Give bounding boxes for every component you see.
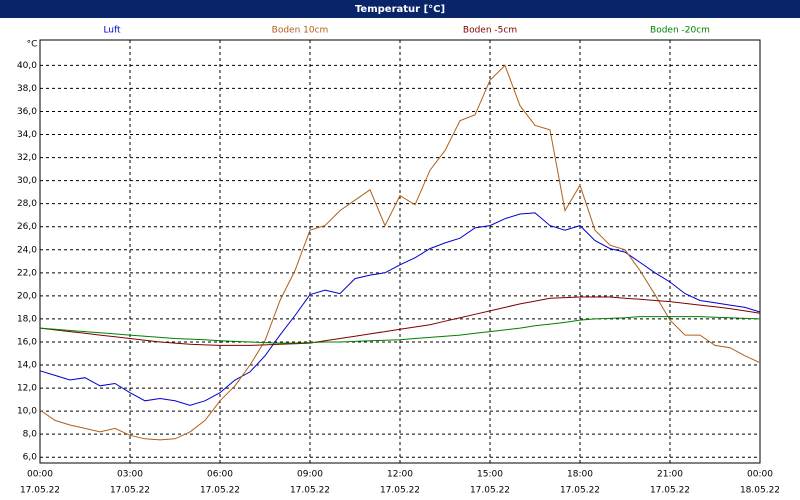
x-tick-date: 17.05.22 <box>200 486 240 496</box>
y-tick-label: 40,0 <box>17 61 37 71</box>
x-tick-date: 17.05.22 <box>650 486 690 496</box>
x-tick-label: 18:00 <box>567 470 593 480</box>
x-tick-label: 00:00 <box>747 470 773 480</box>
y-tick-label: 14,0 <box>17 361 37 371</box>
y-tick-label: 30,0 <box>17 176 37 186</box>
y-tick-label: 12,0 <box>17 384 37 394</box>
y-tick-label: 10,0 <box>17 407 37 417</box>
legend-entry: Boden -5cm <box>463 26 517 36</box>
series-line <box>39 212 761 406</box>
y-tick-label: 26,0 <box>17 222 37 232</box>
series-line <box>39 64 761 441</box>
y-tick-label: 22,0 <box>17 268 37 278</box>
y-unit: °C <box>27 40 38 50</box>
x-tick-label: 12:00 <box>387 470 413 480</box>
legend-entry: Luft <box>103 26 121 36</box>
x-tick-label: 09:00 <box>297 470 323 480</box>
y-tick-label: 36,0 <box>17 107 37 117</box>
legend-entry: Boden 10cm <box>272 26 329 36</box>
x-tick-date: 17.05.22 <box>20 486 60 496</box>
y-tick-label: 6,0 <box>23 453 38 463</box>
x-tick-date: 17.05.22 <box>110 486 150 496</box>
y-tick-label: 18,0 <box>17 314 37 324</box>
x-tick-date: 17.05.22 <box>560 486 600 496</box>
y-tick-label: 20,0 <box>17 291 37 301</box>
series-line <box>39 316 761 344</box>
x-tick-date: 17.05.22 <box>470 486 510 496</box>
x-tick-label: 21:00 <box>657 470 683 480</box>
series-line <box>39 296 761 346</box>
y-tick-label: 32,0 <box>17 153 37 163</box>
x-tick-label: 00:00 <box>27 470 53 480</box>
x-tick-label: 03:00 <box>117 470 143 480</box>
legend-entry: Boden -20cm <box>650 26 710 36</box>
chart-title: Temperatur [°C] <box>355 4 445 15</box>
y-tick-label: 34,0 <box>17 130 37 140</box>
x-tick-date: 17.05.22 <box>290 486 330 496</box>
x-tick-label: 15:00 <box>477 470 503 480</box>
y-tick-label: 16,0 <box>17 337 37 347</box>
x-tick-date: 17.05.22 <box>380 486 420 496</box>
x-tick-label: 06:00 <box>207 470 233 480</box>
y-tick-label: 38,0 <box>17 84 37 94</box>
y-tick-label: 24,0 <box>17 245 37 255</box>
y-tick-label: 28,0 <box>17 199 37 209</box>
title-bar <box>0 0 800 18</box>
y-tick-label: 8,0 <box>23 430 38 440</box>
x-tick-date: 18.05.22 <box>740 486 780 496</box>
